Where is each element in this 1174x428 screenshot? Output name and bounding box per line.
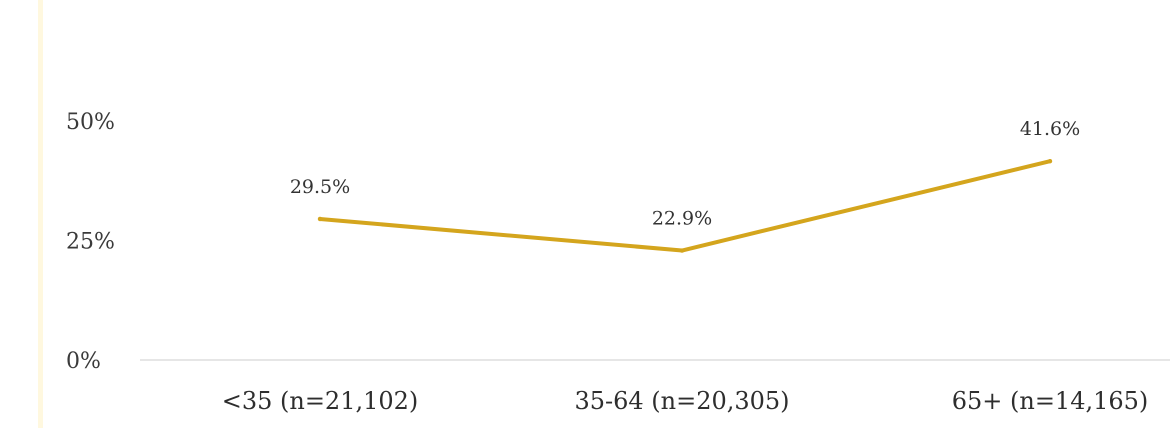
data-label: 22.9% xyxy=(652,208,712,230)
data-point xyxy=(679,248,685,253)
y-tick-label: 50% xyxy=(66,110,115,135)
x-tick-label: 35-64 (n=20,305) xyxy=(574,387,789,415)
y-tick-label: 25% xyxy=(66,230,115,255)
decorative-left-edge xyxy=(38,0,43,428)
data-point xyxy=(317,216,323,222)
x-tick-label: <35 (n=21,102) xyxy=(222,387,419,415)
data-point xyxy=(1047,158,1053,164)
series-line xyxy=(318,159,1052,253)
x-tick-label: 65+ (n=14,165) xyxy=(952,387,1149,415)
data-label: 41.6% xyxy=(1020,118,1080,140)
y-tick-label: 0% xyxy=(66,349,101,374)
data-label: 29.5% xyxy=(290,176,350,198)
